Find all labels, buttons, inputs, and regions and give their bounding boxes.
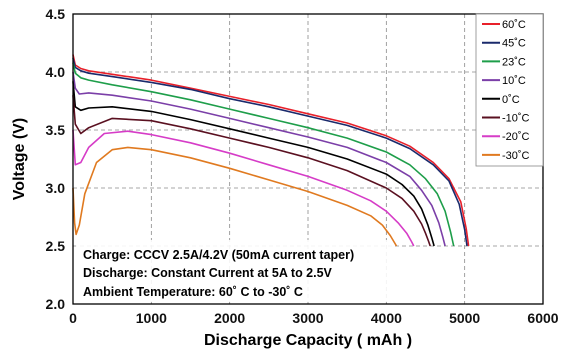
annotations: Charge: CCCV 2.5A/4.2V (50mA current tap… [76,240,392,302]
legend: 60˚C 45˚C 23˚C 10˚C 0˚C -10˚C -20˚C -30˚C [475,13,544,167]
annotation-discharge: Discharge: Constant Current at 5A to 2.5… [83,266,333,280]
y-tick-label: 3.0 [46,180,66,196]
annotation-box [76,240,392,302]
series-lines [72,54,470,247]
series-line-1 [72,54,470,247]
legend-label: 23˚C [502,56,526,68]
legend-label: -30˚C [502,150,530,162]
series-line-2 [72,57,468,247]
x-tick-label: 4000 [371,310,402,326]
series-line-6 [72,95,431,247]
legend-label: 0˚C [502,94,520,106]
x-tick-label: 2000 [214,310,245,326]
x-tick-label: 5000 [449,310,480,326]
legend-label: -20˚C [502,131,530,143]
x-tick-label: 1000 [136,310,167,326]
legend-label: 60˚C [502,19,526,31]
x-tick-labels: 0 1000 2000 3000 4000 5000 6000 [69,310,559,326]
annotation-temperature: Ambient Temperature: 60˚ C to -30˚ C [83,285,303,299]
legend-label: 10˚C [502,75,526,87]
y-tick-label: 3.5 [46,122,66,138]
series-line-8 [72,146,398,247]
legend-box [475,13,544,167]
y-tick-labels: 2.0 2.5 3.0 3.5 4.0 4.5 [46,6,66,312]
x-tick-label: 0 [69,310,77,326]
series-line-7 [72,129,415,247]
y-tick-label: 2.5 [46,238,66,254]
y-axis-title: Voltage (V) [11,118,28,200]
x-tick-label: 3000 [292,310,323,326]
x-tick-label: 6000 [527,310,558,326]
y-tick-label: 4.0 [46,64,66,80]
y-tick-label: 4.5 [46,6,66,22]
legend-label: 45˚C [502,38,526,50]
y-tick-label: 2.0 [46,296,66,312]
series-line-4 [72,71,446,247]
legend-label: -10˚C [502,113,530,125]
series-line-5 [72,81,435,247]
x-axis-title: Discharge Capacity ( mAh ) [204,332,412,349]
series-line-3 [72,62,455,247]
annotation-charge: Charge: CCCV 2.5A/4.2V (50mA current tap… [83,248,354,262]
